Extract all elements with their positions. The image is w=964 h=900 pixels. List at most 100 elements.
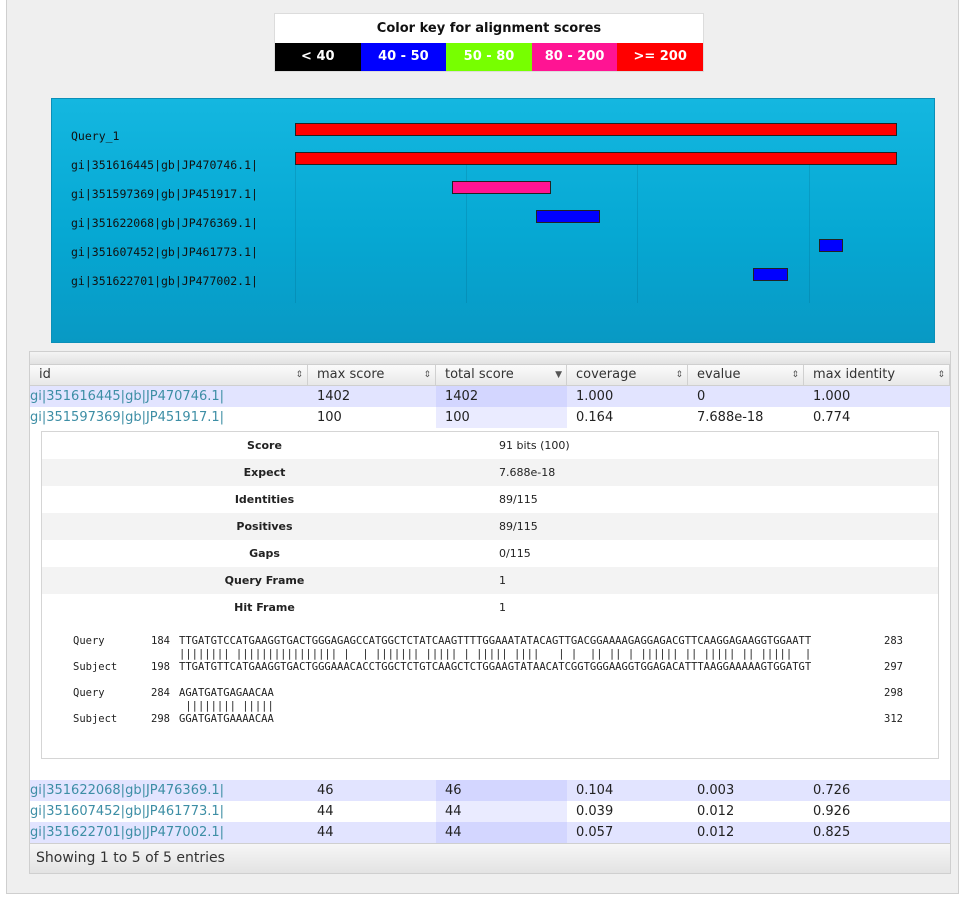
stat-row: Identities 89/115 [42,486,938,513]
alignment-sequence: TTGATGTCCATGAAGGTGACTGGGAGAGCCATGGCTCTAT… [179,635,812,647]
column-header-label: max identity [813,367,896,382]
cell-max-score: 46 [317,783,334,798]
column-header-label: coverage [576,367,637,382]
sort-both-icon: ⇕ [675,370,683,380]
column-header-max-score[interactable]: max score ⇕ [308,365,436,385]
hit-id-link[interactable]: gi|351616445|gb|JP470746.1| [30,389,225,404]
sort-desc-icon: ▼ [555,370,562,380]
table-info: Showing 1 to 5 of 5 entries [30,843,950,873]
graphic-row-label: gi|351616445|gb|JP470746.1| [71,158,258,172]
results-panel: Color key for alignment scores < 40 40 - … [6,0,959,894]
cell-total-score: 46 [436,780,567,801]
cell-evalue: 7.688e-18 [697,410,764,425]
table-body-bottom: gi|351622068|gb|JP476369.1| 46 46 0.104 0.00… [30,780,950,843]
graphic-gridline [466,159,467,303]
stat-row: Hit Frame 1 [42,594,938,621]
alignment-sequence: |||||||| ||||| [179,700,274,712]
alignment-start: 298 [151,713,170,725]
graphic-row-label: gi|351597369|gb|JP451917.1| [71,187,258,201]
hit-detail-row: Score 91 bits (100) Expect 7.688e-18 Identit… [30,428,950,780]
hit-id-link[interactable]: gi|351622701|gb|JP477002.1| [30,825,225,840]
table-row[interactable]: gi|351607452|gb|JP461773.1| 44 44 0.039 0.01… [30,801,950,822]
stat-label: Expect [243,466,286,479]
column-header-max-identity[interactable]: max identity ⇕ [804,365,950,385]
column-header-total-score[interactable]: total score ▼ [436,365,567,385]
hit-id-link[interactable]: gi|351597369|gb|JP451917.1| [30,410,225,425]
hit-bar[interactable] [753,268,789,281]
stat-value: 7.688e-18 [499,466,556,479]
stat-row: Gaps 0/115 [42,540,938,567]
hit-bar[interactable] [819,239,844,252]
hits-table: id ⇕ max score ⇕ total score ▼ coverage ⇕ evalue… [29,351,951,874]
stat-label: Gaps [249,547,280,560]
stat-row: Expect 7.688e-18 [42,459,938,486]
column-header-label: evalue [697,367,741,382]
stat-label: Query Frame [224,574,305,587]
column-header-id[interactable]: id ⇕ [30,365,308,385]
cell-evalue: 0 [697,389,706,404]
column-header-label: id [39,367,51,382]
cell-max-identity: 0.726 [813,783,851,798]
alignment-start: 184 [151,635,170,647]
alignment-label: Query [73,635,105,647]
cell-max-score: 1402 [317,389,351,404]
table-toolbar [30,352,950,365]
stat-value: 89/115 [499,493,538,506]
graphic-row-label: Query_1 [71,129,120,143]
stat-value: 1 [499,574,506,587]
stat-label: Identities [234,493,295,506]
cell-evalue: 0.012 [697,825,735,840]
query-bar [295,123,897,136]
alignment-end: 283 [884,635,903,647]
column-header-label: total score [445,367,514,382]
color-key-range: < 40 [275,43,361,71]
hit-id-link[interactable]: gi|351622068|gb|JP476369.1| [30,783,225,798]
table-body-top: gi|351616445|gb|JP470746.1| 1402 1402 1.000… [30,386,950,428]
alignment-sequence: |||||||| |||||||||||||||| | | ||||||| ||… [179,648,812,660]
hit-bar[interactable] [451,181,551,194]
table-header: id ⇕ max score ⇕ total score ▼ coverage ⇕ evalue… [30,365,950,386]
stat-value: 89/115 [499,520,538,533]
cell-evalue: 0.012 [697,804,735,819]
column-header-label: max score [317,367,385,382]
alignment-end: 297 [884,661,903,673]
hit-bar[interactable] [535,210,601,223]
cell-coverage: 0.164 [576,410,614,425]
table-row[interactable]: gi|351622701|gb|JP477002.1| 44 44 0.057 0.01… [30,822,950,843]
cell-coverage: 1.000 [576,389,614,404]
graphic-gridline [809,159,810,303]
table-row[interactable]: gi|351597369|gb|JP451917.1| 100 100 0.164 7.… [30,407,950,428]
stat-label: Positives [236,520,293,533]
alignment-end: 298 [884,687,903,699]
stat-row: Score 91 bits (100) [42,432,938,459]
alignment-start: 198 [151,661,170,673]
cell-total-score: 100 [436,407,567,428]
alignment-label: Subject [73,661,118,673]
cell-coverage: 0.057 [576,825,614,840]
cell-max-identity: 0.926 [813,804,851,819]
column-header-evalue[interactable]: evalue ⇕ [688,365,804,385]
cell-total-score: 44 [436,822,567,843]
cell-total-score: 1402 [436,386,567,407]
graphic-row-label: gi|351607452|gb|JP461773.1| [71,245,258,259]
hit-stats: Score 91 bits (100) Expect 7.688e-18 Identit… [42,432,938,621]
alignment-label: Query [73,687,105,699]
cell-max-identity: 1.000 [813,389,851,404]
color-key-range: 40 - 50 [360,43,447,71]
alignment-label: Subject [73,713,118,725]
color-key-ranges: < 40 40 - 50 50 - 80 80 - 200 >= 200 [275,43,703,71]
graphic-gridline [637,159,638,303]
column-header-coverage[interactable]: coverage ⇕ [567,365,688,385]
stat-value: 91 bits (100) [499,439,570,452]
hit-id-link[interactable]: gi|351607452|gb|JP461773.1| [30,804,225,819]
graphic-row-label: gi|351622068|gb|JP476369.1| [71,216,258,230]
alignment-end: 312 [884,713,903,725]
hit-bar[interactable] [295,152,897,165]
cell-max-identity: 0.774 [813,410,851,425]
cell-max-score: 44 [317,804,334,819]
color-key-range: 50 - 80 [446,43,532,71]
table-row[interactable]: gi|351616445|gb|JP470746.1| 1402 1402 1.000… [30,386,950,407]
alignment-graphic: Query_1 gi|351616445|gb|JP470746.1| gi|351… [51,98,935,343]
table-row[interactable]: gi|351622068|gb|JP476369.1| 46 46 0.104 0.00… [30,780,950,801]
cell-max-score: 100 [317,410,342,425]
